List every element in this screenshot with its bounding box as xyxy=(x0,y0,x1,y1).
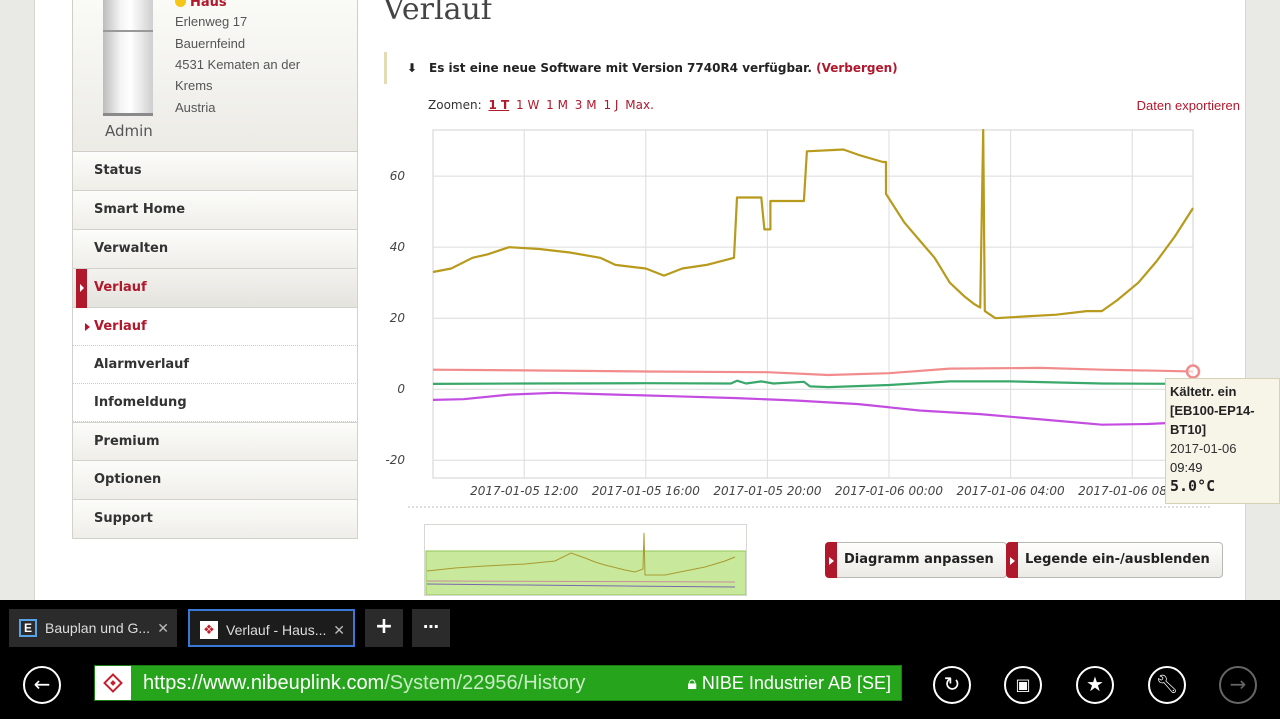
tabs-view-button[interactable]: ▣ xyxy=(1004,666,1042,704)
browser-address-bar: ← https://www.nibeuplink.com/System/2295… xyxy=(0,656,1280,719)
heatpump-image xyxy=(103,0,153,116)
close-icon[interactable]: ✕ xyxy=(333,622,345,638)
hover-marker xyxy=(1185,364,1201,379)
address-line: 4531 Kematen an der xyxy=(175,57,301,72)
y-tick-label: 0 xyxy=(397,382,405,396)
lock-icon: 🔒︎ xyxy=(687,673,697,693)
subnav-item-verlauf[interactable]: Verlauf xyxy=(72,308,358,346)
x-tick-label: 2017-01-05 20:00 xyxy=(713,484,822,498)
certificate-info[interactable]: 🔒︎ NIBE Industrier AB [SE] xyxy=(687,666,891,700)
browser-tab-bar: E Bauplan und G... ✕ ❖ Verlauf - Haus...… xyxy=(0,600,1280,656)
e-icon: E xyxy=(19,619,37,637)
tab-label: Bauplan und G... xyxy=(45,620,151,636)
series-line-1[interactable] xyxy=(432,366,1194,377)
address-line: Krems xyxy=(175,78,213,93)
zoom-1-week[interactable]: 1 W xyxy=(516,98,540,112)
zoom-1-year[interactable]: 1 J xyxy=(603,98,619,112)
zoom-1-month[interactable]: 1 M xyxy=(546,98,568,112)
device-name-link[interactable]: Haus xyxy=(175,0,227,10)
navigator-line xyxy=(426,583,736,588)
tooltip-series: Kältetr. ein [EB100-EP14-BT10] xyxy=(1170,384,1255,437)
series-line-2[interactable] xyxy=(432,379,1194,389)
address-line: Erlenweg 17 xyxy=(175,14,248,29)
favorites-button[interactable]: ★ xyxy=(1076,666,1114,704)
toggle-legend-button[interactable]: Legende ein-/ausblenden xyxy=(1006,542,1223,578)
navigator-selection[interactable] xyxy=(425,550,747,596)
y-tick-label: 40 xyxy=(390,240,406,254)
nav-item-premium[interactable]: Premium xyxy=(72,422,358,461)
x-tick-label: 2017-01-06 00:00 xyxy=(835,484,944,498)
software-update-notice: ⬇ Es ist eine neue Software mit Version 7… xyxy=(384,52,898,84)
export-data-link[interactable]: Daten exportieren xyxy=(1136,98,1240,113)
back-button[interactable]: ← xyxy=(23,666,61,704)
address-line: Bauernfeind xyxy=(175,36,246,51)
x-tick-label: 2017-01-05 16:00 xyxy=(592,484,701,498)
x-tick-label: 2017-01-06 08:00 xyxy=(1078,484,1187,498)
tools-button[interactable]: 🔧︎ xyxy=(1148,666,1186,704)
chart-tooltip: Kältetr. ein [EB100-EP14-BT10] 2017-01-0… xyxy=(1165,378,1280,504)
zoom-3-months[interactable]: 3 M xyxy=(574,98,597,112)
certificate-owner: NIBE Industrier AB [SE] xyxy=(701,673,891,693)
x-tick-label: 2017-01-06 04:00 xyxy=(957,484,1066,498)
url-host: https://www.nibeuplink.com xyxy=(143,672,385,694)
forward-button[interactable]: → xyxy=(1219,666,1257,704)
page-title: Verlauf xyxy=(383,0,492,27)
role-label: Admin xyxy=(105,122,153,140)
zoom-1-day[interactable]: 1 T xyxy=(488,98,510,112)
chart-navigator[interactable] xyxy=(424,524,747,596)
y-tick-label: 60 xyxy=(390,169,406,183)
tab-label: Verlauf - Haus... xyxy=(226,622,327,638)
update-text: Es ist eine neue Software mit Version 77… xyxy=(429,61,812,75)
url-path: /System/22956/History xyxy=(384,672,586,694)
zoom-bar: Zoomen: 1 T 1 W 1 M 3 M 1 J Max. xyxy=(428,98,654,112)
navigator-line xyxy=(426,580,736,583)
browser-tab[interactable]: E Bauplan und G... ✕ xyxy=(9,609,177,647)
nav-item-status[interactable]: Status xyxy=(72,152,358,191)
refresh-button[interactable]: ↻ xyxy=(933,666,971,704)
tooltip-date: 2017-01-06 xyxy=(1170,441,1237,456)
close-icon[interactable]: ✕ xyxy=(157,620,169,636)
hide-notice-link[interactable]: (Verbergen) xyxy=(816,61,898,75)
nav-item-verlauf[interactable]: Verlauf xyxy=(72,269,358,308)
nav-item-verwalten[interactable]: Verwalten xyxy=(72,230,358,269)
browser-tab-active[interactable]: ❖ Verlauf - Haus... ✕ xyxy=(188,609,355,647)
series-line-3[interactable] xyxy=(432,391,1193,426)
series-line-0[interactable] xyxy=(432,128,1194,320)
download-icon: ⬇ xyxy=(407,61,418,75)
x-tick-label: 2017-01-05 12:00 xyxy=(470,484,579,498)
url-field[interactable]: https://www.nibeuplink.com/System/22956/… xyxy=(94,665,902,701)
subnav-item-infomeldung[interactable]: Infomeldung xyxy=(72,384,358,422)
subnav-item-alarmverlauf[interactable]: Alarmverlauf xyxy=(72,346,358,384)
plot-area xyxy=(432,129,1194,479)
tooltip-value: 5.0°C xyxy=(1170,477,1216,495)
nav-item-optionen[interactable]: Optionen xyxy=(72,461,358,500)
navigator-preview xyxy=(425,532,747,596)
nav-item-support[interactable]: Support xyxy=(72,500,358,539)
device-card: Admin Haus Erlenweg 17 Bauernfeind 4531 … xyxy=(72,0,358,152)
nibe-icon: ❖ xyxy=(200,621,218,639)
new-tab-button[interactable]: + xyxy=(365,609,403,647)
zoom-label: Zoomen: xyxy=(428,98,482,112)
tooltip-time: 09:49 xyxy=(1170,460,1203,475)
navigator-line xyxy=(426,532,736,576)
adjust-chart-button[interactable]: Diagramm anpassen xyxy=(825,542,1007,578)
tab-menu-button[interactable]: ⋯ xyxy=(412,609,450,647)
address-line: Austria xyxy=(175,100,216,115)
history-chart[interactable]: -20 0 20 40 60 2017-01-05 12:00 2017-01-05 16:… xyxy=(380,122,1210,514)
nav-item-smart-home[interactable]: Smart Home xyxy=(72,191,358,230)
zoom-max[interactable]: Max. xyxy=(625,98,654,112)
y-tick-label: -20 xyxy=(385,453,405,467)
sidebar-nav: Status Smart Home Verwalten Verlauf Verl… xyxy=(72,152,358,539)
y-tick-label: 20 xyxy=(390,311,406,325)
site-favicon xyxy=(95,666,131,700)
